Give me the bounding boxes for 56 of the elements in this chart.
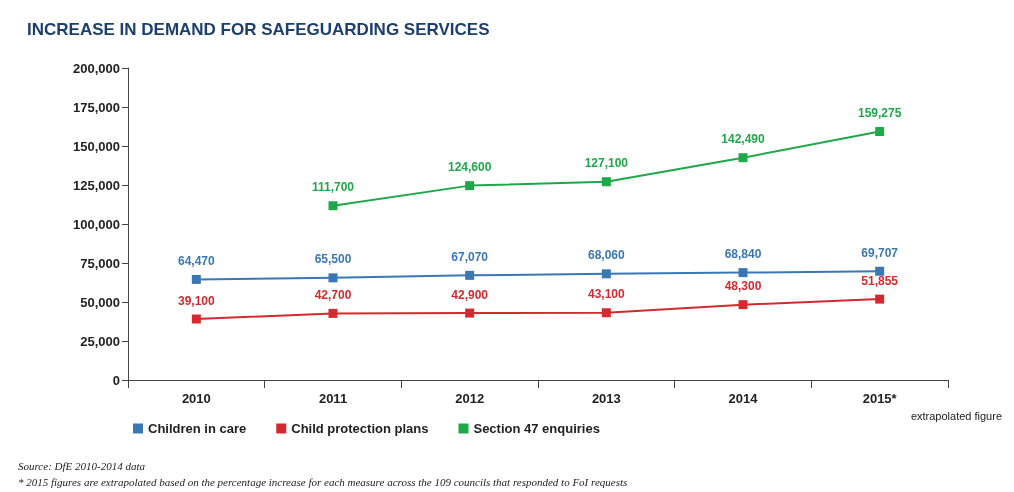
point <box>601 177 611 187</box>
point <box>875 266 885 276</box>
data-label: 127,100 <box>584 156 629 171</box>
data-label: 65,500 <box>314 252 352 267</box>
source-note: Source: DfE 2010-2014 data <box>18 459 146 472</box>
data-label: 69,707 <box>861 245 899 260</box>
x-tick-label: 2014 <box>728 391 759 406</box>
y-tick-label: 50,000 <box>80 294 120 310</box>
point <box>738 153 748 163</box>
y-tick-label: 75,000 <box>80 255 120 271</box>
legend-label: Children in care <box>148 421 247 436</box>
point <box>191 274 201 284</box>
data-label: 64,470 <box>177 253 216 268</box>
data-label: 68,060 <box>587 248 626 263</box>
y-tick-label: 150,000 <box>73 138 120 154</box>
data-label: 51,855 <box>861 273 899 288</box>
point <box>191 314 201 324</box>
point <box>738 268 748 278</box>
y-tick-label: 125,000 <box>73 177 120 193</box>
chart-title: INCREASE IN DEMAND FOR SAFEGUARDING SERVICES <box>27 20 490 39</box>
x-tick-label: 2010 <box>181 391 211 406</box>
point <box>875 127 885 137</box>
data-label: 142,490 <box>721 132 766 147</box>
point <box>738 300 748 310</box>
point <box>465 181 475 191</box>
y-tick-label: 0 <box>112 372 120 388</box>
text: extrapolated figure <box>910 409 1003 422</box>
text: * 2015 figures are extrapolated based on the percentage increase for each measure across the 109 councils that responded to FoI requests <box>18 475 628 488</box>
x-tick-label: 2011 <box>318 391 348 406</box>
data-label: 68,840 <box>724 247 762 262</box>
data-label: 43,100 <box>587 287 626 302</box>
point <box>328 273 338 283</box>
point <box>328 201 338 211</box>
data-label: 39,100 <box>177 293 216 308</box>
data-label: 42,900 <box>451 287 489 302</box>
data-label: 42,700 <box>314 287 352 302</box>
data-label: 111,700 <box>311 180 355 195</box>
data-label: 124,600 <box>447 160 492 175</box>
point <box>328 308 338 318</box>
legend-label: Child protection plans <box>291 421 429 436</box>
x-tick-label: 2012 <box>455 391 485 406</box>
point <box>601 269 611 279</box>
data-label: 67,070 <box>451 249 489 264</box>
point <box>875 294 885 304</box>
point <box>465 308 475 318</box>
y-tick-label: 200,000 <box>73 60 120 76</box>
x-tick-label: 2015* <box>862 391 898 406</box>
legend-label: Section 47 enquiries <box>473 421 600 436</box>
data-label: 48,300 <box>724 279 762 294</box>
y-tick-label: 175,000 <box>73 99 120 115</box>
y-tick-label: 25,000 <box>80 333 120 349</box>
data-label: 159,275 <box>857 106 902 121</box>
point <box>601 308 611 318</box>
y-tick-label: 100,000 <box>73 216 120 232</box>
point <box>465 270 475 280</box>
x-tick-label: 2013 <box>591 391 621 406</box>
